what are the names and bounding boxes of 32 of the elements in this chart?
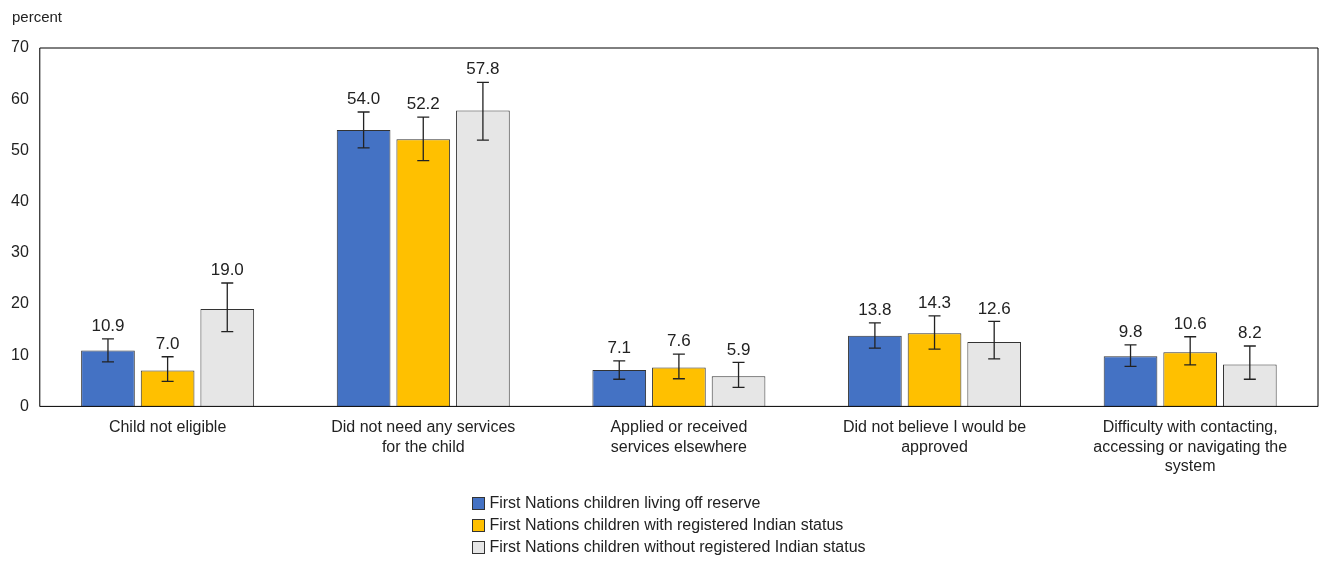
data-label: 7.0: [155, 333, 180, 353]
y-tick-label: 20: [11, 294, 29, 312]
data-label: 52.2: [406, 94, 440, 114]
data-label: 10.9: [91, 316, 125, 335]
y-tick-label: 40: [11, 192, 29, 210]
legend-label: First Nations children with registered Indian status: [489, 516, 844, 534]
data-label: 54.0: [347, 89, 381, 109]
y-axis-title: percent: [12, 7, 63, 25]
x-tick-label: Applied or received services elsewhere: [610, 418, 748, 455]
data-label: 13.8: [858, 300, 892, 320]
x-tick-label: Child not eligible: [108, 418, 227, 436]
data-label: 5.9: [726, 339, 751, 359]
y-tick-label: 50: [11, 140, 29, 158]
y-tick-label: 60: [11, 89, 29, 107]
y-tick-label: 10: [11, 345, 29, 363]
data-label: 10.6: [1173, 313, 1207, 333]
data-label: 12.6: [977, 298, 1011, 318]
data-label: 14.3: [917, 292, 952, 312]
x-tick-label: Did not need any services for the child: [331, 418, 516, 455]
data-label: 9.8: [1118, 322, 1143, 342]
x-tick-label: Did not believe I would be approved: [842, 418, 1027, 455]
y-tick-label: 70: [11, 38, 29, 56]
data-label: 7.6: [667, 331, 691, 351]
data-label: 7.1: [607, 338, 632, 358]
y-tick-label: 30: [11, 243, 29, 261]
data-label: 19.0: [210, 260, 244, 280]
x-tick-label: Difficulty with contacting, accessing or navigating the system: [1093, 418, 1288, 474]
data-label: 57.8: [466, 59, 500, 79]
legend-label: First Nations children living off reserve: [489, 494, 761, 512]
y-tick-label: 0: [19, 396, 29, 414]
data-label: 8.2: [1238, 323, 1262, 343]
legend-label: First Nations children without registered Indian status: [489, 538, 866, 556]
